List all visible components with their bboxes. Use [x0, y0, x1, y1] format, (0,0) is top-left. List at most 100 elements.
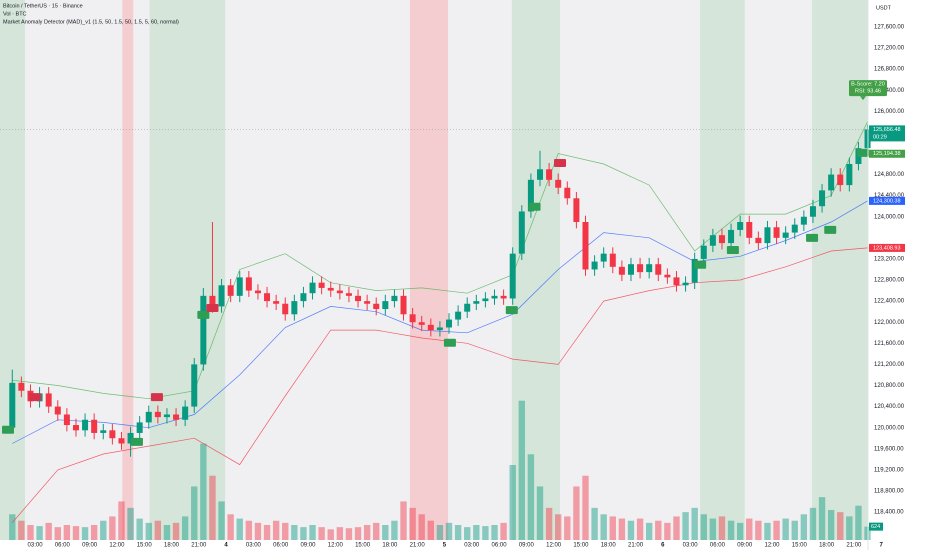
candle-body	[391, 295, 398, 302]
volume-bar	[464, 527, 471, 540]
candle-body	[127, 432, 134, 444]
volume-bar	[664, 522, 671, 540]
volume-bar	[373, 522, 380, 540]
volume-bar	[418, 514, 425, 540]
volume-bar	[436, 525, 444, 540]
price-badge-label: 123,408.93	[873, 245, 901, 251]
candle-body	[837, 174, 844, 186]
volume-bar	[846, 516, 853, 540]
y-tick-label: 118,800.00	[874, 489, 904, 495]
volume-bar	[109, 516, 116, 540]
anomaly-marker	[206, 303, 219, 312]
volume-bar	[709, 518, 717, 540]
x-tick-label: 12:00	[765, 543, 781, 549]
y-tick-label: 121,600.00	[874, 341, 905, 347]
price-badge	[869, 196, 905, 205]
candle-body	[54, 406, 61, 415]
candle-body	[618, 266, 625, 275]
candle-body	[9, 382, 16, 428]
volume-bar	[427, 520, 434, 540]
volume-bar	[9, 514, 16, 540]
candle-body	[473, 301, 480, 304]
volume-bar	[327, 529, 334, 540]
x-tick-label: 03:00	[464, 543, 480, 549]
candle-body	[846, 164, 853, 186]
candle-body	[682, 282, 689, 286]
volume-bar	[564, 516, 571, 540]
volume-bar	[791, 520, 798, 540]
volume-bar	[682, 512, 689, 540]
volume-bar	[72, 526, 80, 540]
volume-badge-label: 624	[871, 524, 880, 530]
candle-body	[282, 303, 289, 315]
annotation-pointer	[859, 96, 866, 101]
candle-body	[245, 277, 252, 291]
candle-body	[582, 222, 589, 270]
volume-bar	[482, 526, 489, 540]
y-tick-label: 126,800.00	[874, 67, 905, 73]
candle-body	[436, 327, 443, 331]
candle-body	[746, 222, 753, 238]
candle-body	[573, 198, 580, 223]
volume-bar	[200, 443, 207, 540]
volume-bar	[800, 514, 808, 540]
candle-body	[646, 264, 653, 273]
x-tick-label: 03:00	[28, 543, 44, 549]
volume-bar	[473, 525, 480, 540]
x-tick-label: 6	[661, 543, 665, 549]
y-tick-label: 121,200.00	[874, 362, 905, 368]
candle-body	[564, 187, 571, 199]
candle-body	[18, 382, 25, 391]
x-tick-label: 06:00	[55, 543, 71, 549]
volume-bar	[63, 525, 71, 540]
volume-bar	[727, 520, 735, 540]
volume-bar	[336, 527, 344, 540]
candle-body	[755, 237, 762, 244]
volume-bar	[400, 501, 407, 540]
candle-body	[163, 414, 170, 418]
highlight-zone	[149, 0, 226, 540]
volume-bar	[172, 522, 180, 540]
volume-bar	[245, 520, 253, 540]
candle-body	[209, 295, 216, 307]
x-tick-label: 12:00	[328, 543, 344, 549]
price-badge-label: 125,194.38	[873, 151, 901, 157]
volume-bar	[673, 516, 680, 540]
candle-body	[655, 264, 662, 275]
volume-bar	[600, 514, 607, 540]
candle-body	[218, 285, 225, 307]
y-tick-label: 127,200.00	[874, 46, 905, 52]
x-tick-label: 12:00	[546, 543, 562, 549]
candle-body	[782, 232, 789, 238]
x-tick-label: 21:00	[846, 543, 862, 549]
candle-body	[145, 411, 152, 423]
x-tick-label: 15:00	[137, 543, 153, 549]
candle-body	[136, 422, 143, 433]
x-tick-label: 18:00	[382, 543, 398, 549]
candle-body	[509, 253, 516, 299]
countdown: 00:29	[873, 134, 887, 140]
anomaly-marker	[29, 393, 42, 402]
volume-bar	[736, 522, 744, 540]
y-tick-label: 124,800.00	[874, 172, 905, 178]
volume-bar	[145, 522, 152, 540]
anomaly-marker	[726, 245, 739, 254]
x-tick-label: 12:00	[109, 543, 125, 549]
x-tick-label: 18:00	[601, 543, 617, 549]
volume-bar	[100, 520, 107, 540]
candle-body	[309, 282, 316, 294]
volume-bar	[627, 520, 635, 540]
volume-bar	[300, 527, 307, 540]
volume-bar	[755, 520, 762, 540]
volume-bar	[582, 475, 589, 540]
band-line	[12, 200, 868, 444]
volume-bar	[218, 501, 225, 540]
candle-body	[191, 364, 198, 407]
x-tick-label: 06:00	[710, 543, 726, 549]
x-tick-label: 4	[224, 543, 228, 549]
volume-bar	[236, 518, 243, 540]
volume-bar	[227, 514, 234, 540]
candle-body	[400, 295, 407, 315]
volume-bar	[291, 525, 298, 540]
y-tick-label: 118,400.00	[874, 510, 904, 516]
